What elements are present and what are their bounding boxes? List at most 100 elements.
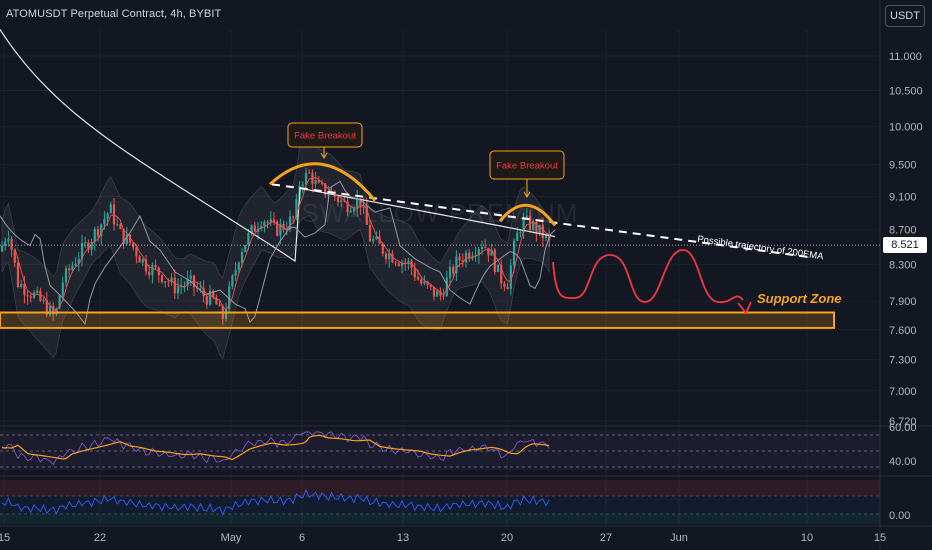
candle-body: [320, 182, 324, 184]
candle-body: [148, 271, 151, 276]
candle-body: [429, 284, 432, 287]
y-tick-label: 8.300: [889, 260, 917, 272]
candle-body: [493, 249, 496, 272]
candle-body: [141, 259, 144, 263]
candle-body: [349, 211, 352, 213]
currency-button[interactable]: USDT: [885, 5, 925, 27]
candle-body: [4, 241, 7, 247]
candle-body: [308, 172, 311, 174]
candle-body: [509, 265, 512, 290]
candle-body: [384, 253, 388, 260]
candle-body: [90, 242, 93, 250]
candle-body: [250, 225, 253, 233]
candle-body: [368, 224, 372, 242]
candle-body: [20, 284, 23, 287]
fake-breakout-arc-2: [498, 203, 557, 227]
candle-body: [426, 281, 429, 285]
x-tick-label: 22: [94, 532, 106, 544]
fake-breakout-1-box: [287, 122, 363, 148]
candle-body: [439, 291, 442, 296]
candle-body: [362, 205, 365, 208]
candle-body: [218, 304, 221, 307]
chart-title: ATOMUSDT Perpetual Contract, 4h, BYBIT: [6, 8, 222, 20]
candle-body: [445, 277, 448, 297]
candle-body: [263, 221, 266, 226]
candle-body: [359, 198, 362, 208]
y-tick-label: 8.700: [889, 225, 917, 237]
candle-body: [112, 204, 116, 225]
candle-body: [125, 234, 128, 244]
x-tick-label: 15: [874, 532, 886, 544]
support-zone-label: Support Zone: [757, 291, 842, 306]
y-tick-label: 9.100: [889, 191, 917, 203]
candle-body: [304, 172, 308, 185]
candle-body: [93, 229, 96, 243]
candle-body: [10, 238, 13, 250]
candle-body: [522, 217, 525, 233]
candle-body: [122, 228, 125, 244]
candle-body: [496, 264, 500, 272]
candle-body: [282, 223, 285, 230]
candle-body: [228, 286, 231, 310]
y-tick-label: 10.000: [889, 122, 923, 134]
candle-body: [468, 252, 471, 259]
candle-body: [375, 236, 378, 239]
candle-body: [61, 282, 64, 296]
candle-body: [535, 221, 538, 234]
candle-body: [295, 199, 298, 218]
osc2-line: [1, 488, 550, 517]
y-tick-label: 7.300: [889, 355, 917, 367]
projected-arrowhead: [737, 301, 752, 315]
candle-body: [7, 238, 10, 242]
y-tick-label: 10.500: [889, 85, 923, 97]
candle-body: [96, 229, 100, 237]
candle-body: [199, 288, 202, 290]
y-tick-label: 7.900: [889, 296, 917, 308]
candle-body: [64, 268, 68, 283]
candle-body: [346, 201, 349, 213]
candle-body: [397, 263, 400, 266]
candle-body: [0, 246, 4, 252]
candle-body: [135, 247, 138, 257]
candle-body: [372, 238, 375, 242]
candle-body: [180, 286, 183, 288]
candle-body: [352, 208, 356, 212]
x-tick-label: May: [221, 532, 242, 544]
candle-body: [461, 260, 464, 263]
last-price-tag: 8.521: [883, 237, 927, 253]
candle-body: [240, 251, 244, 263]
candle-body: [388, 253, 391, 260]
candle-body: [410, 261, 413, 269]
candle-body: [247, 232, 250, 246]
candle-body: [532, 221, 535, 230]
candle-body: [74, 263, 77, 266]
candle-body: [202, 288, 205, 297]
candle-body: [100, 224, 103, 237]
candle-body: [224, 309, 228, 319]
candle-body: [327, 194, 330, 196]
x-tick-label: 15: [0, 532, 10, 544]
x-tick-label: 10: [801, 532, 813, 544]
x-tick-label: 6: [299, 532, 305, 544]
candle-body: [231, 275, 234, 287]
fake-breakout-1-label: Fake Breakout: [294, 131, 356, 142]
projected-path: [552, 249, 744, 303]
y-tick-label: 6.720: [889, 416, 917, 428]
osc1-band: [0, 430, 880, 470]
candle-body: [176, 286, 180, 294]
candle-body: [292, 216, 295, 218]
osc2-mid-band: [0, 496, 880, 514]
candle-body: [260, 225, 263, 229]
candle-body: [151, 265, 154, 276]
candle-body: [116, 224, 119, 226]
candle-body: [317, 179, 320, 183]
candle-body: [215, 297, 218, 305]
ema-200-line: [0, 29, 556, 263]
candle-body: [208, 290, 212, 305]
candle-body: [519, 232, 522, 234]
candle-body: [477, 249, 480, 256]
candle-body: [276, 221, 279, 236]
candle-body: [52, 305, 55, 315]
fast-ma-line: [14, 176, 550, 312]
